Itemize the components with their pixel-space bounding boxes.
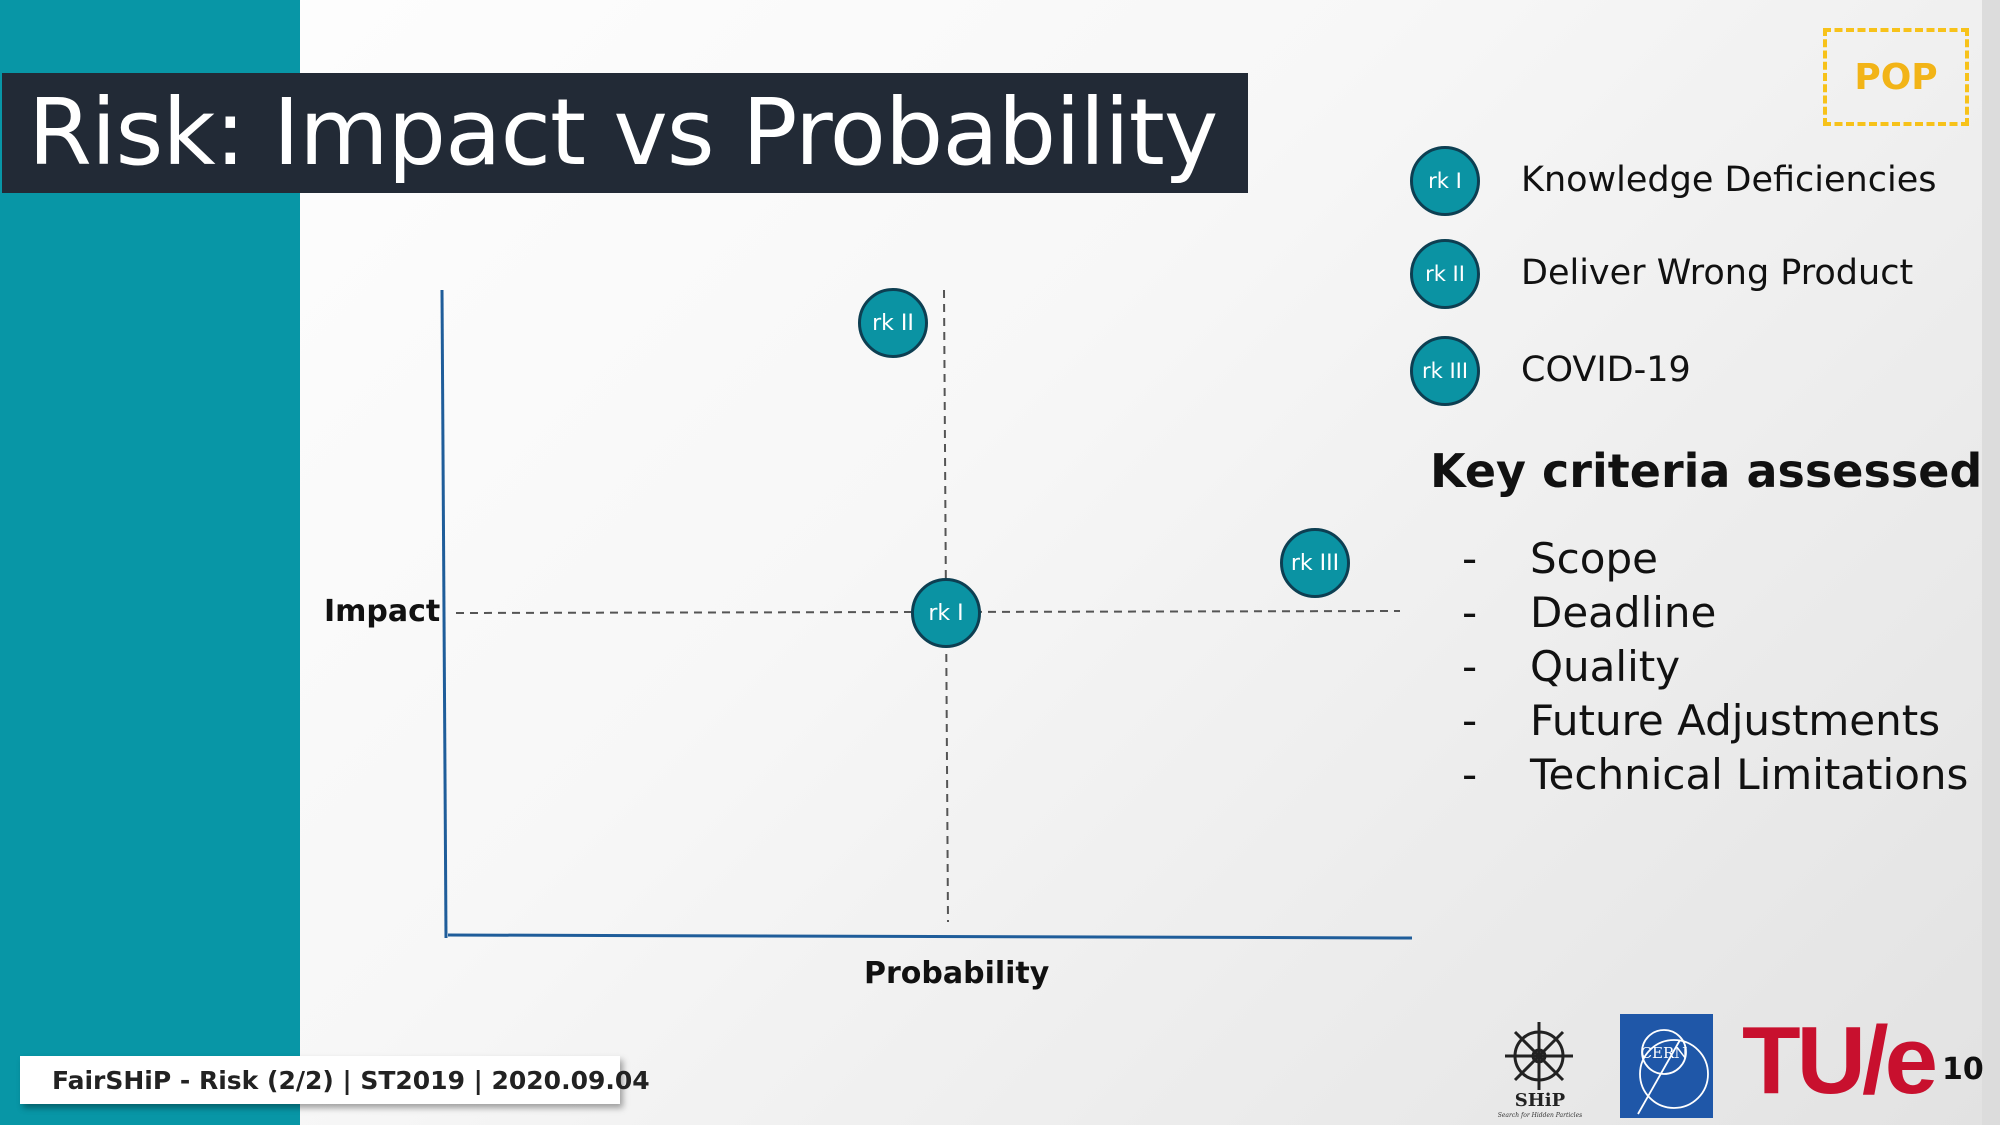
- legend-label-covid-19: COVID-19: [1521, 350, 1691, 390]
- criteria-item-label: Future Adjustments: [1530, 696, 1941, 745]
- legend-bubble-rk-iii: rk III: [1410, 336, 1480, 406]
- ship-logo-text: SHiP: [1514, 1090, 1566, 1111]
- x-axis-line: [447, 933, 1413, 940]
- criteria-item: - Scope: [1462, 532, 1968, 586]
- criteria-list: - Scope - Deadline - Quality - Future Adjust…: [1462, 532, 1968, 802]
- list-dash: -: [1462, 588, 1478, 637]
- legend-bubble-rk-i: rk I: [1410, 146, 1480, 216]
- page-number: 10: [1942, 1052, 1984, 1087]
- risk-point-rk-ii: rk II: [858, 288, 928, 358]
- tue-logo: TU/e: [1742, 1007, 1938, 1114]
- cern-logo-icon: CERN: [1620, 1014, 1713, 1118]
- probability-guide-line: [943, 289, 949, 923]
- cern-logo-text: CERN: [1641, 1044, 1688, 1062]
- legend-label-knowledge-deficiencies: Knowledge Deficiencies: [1521, 160, 1937, 200]
- criteria-title: Key criteria assessed: [1430, 444, 1983, 498]
- list-dash: -: [1462, 642, 1478, 691]
- criteria-item: - Deadline: [1462, 586, 1968, 640]
- list-dash: -: [1462, 750, 1478, 799]
- criteria-item-label: Scope: [1530, 534, 1658, 583]
- y-axis-line: [440, 289, 448, 939]
- impact-guide-line: [455, 610, 1401, 614]
- criteria-item-label: Quality: [1530, 642, 1681, 691]
- slide-title: Risk: Impact vs Probability: [28, 79, 1218, 186]
- right-edge-strip: [1982, 0, 2000, 1125]
- title-bar: Risk: Impact vs Probability: [2, 73, 1248, 193]
- criteria-item-label: Technical Limitations: [1530, 750, 1969, 799]
- risk-point-rk-i: rk I: [911, 578, 981, 648]
- legend-bubble-rk-ii: rk II: [1410, 239, 1480, 309]
- criteria-item: - Future Adjustments: [1462, 694, 1968, 748]
- list-dash: -: [1462, 534, 1478, 583]
- risk-point-rk-iii: rk III: [1280, 528, 1350, 598]
- criteria-item: - Quality: [1462, 640, 1968, 694]
- pop-badge: POP: [1823, 28, 1969, 126]
- y-axis-label: Impact: [324, 594, 441, 629]
- legend-label-deliver-wrong-product: Deliver Wrong Product: [1521, 253, 1914, 293]
- x-axis-label: Probability: [864, 956, 1050, 991]
- list-dash: -: [1462, 696, 1478, 745]
- criteria-item-label: Deadline: [1530, 588, 1717, 637]
- ship-wheel-icon: [1505, 1022, 1573, 1090]
- slide-footer: FairSHiP - Risk (2/2) | ST2019 | 2020.09…: [20, 1056, 650, 1104]
- ship-logo-tagline: Search for Hidden Particles: [1497, 1112, 1583, 1119]
- criteria-item: - Technical Limitations: [1462, 748, 1968, 802]
